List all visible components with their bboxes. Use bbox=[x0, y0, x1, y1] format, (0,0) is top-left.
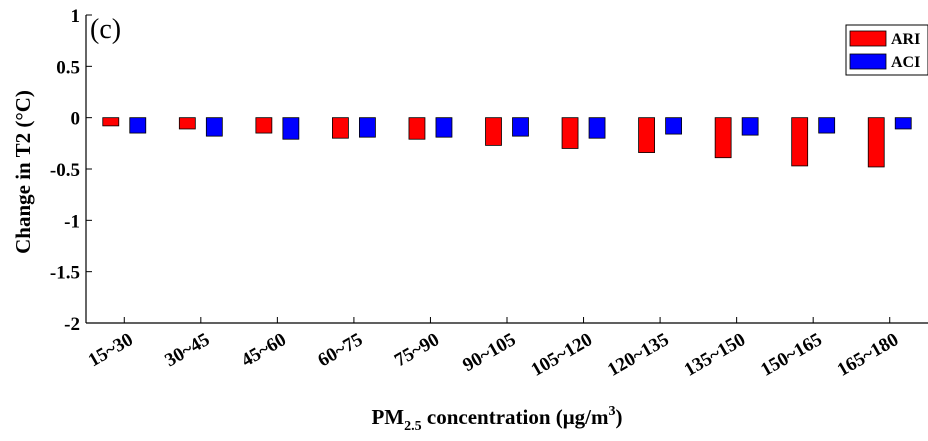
x-tick-label-7: 120~135 bbox=[604, 329, 672, 381]
y-tick-label-4: -1 bbox=[64, 211, 80, 232]
x-tick-label-0: 15~30 bbox=[85, 329, 137, 371]
ticks-group: 15~30 30~45 45~60 60~75 75~90 90~105 105~120 12… bbox=[50, 6, 902, 381]
x-tick-label-8: 135~150 bbox=[681, 329, 749, 381]
bar-aci-30~45 bbox=[205, 117, 223, 137]
x-tick-label-6: 105~120 bbox=[528, 329, 596, 381]
bar-aci-105~120 bbox=[588, 117, 606, 139]
bar-aci-75~90 bbox=[435, 117, 453, 138]
y-axis-title: Change in T2 (°C) bbox=[11, 90, 35, 254]
legend-label-ari: ARI bbox=[891, 31, 920, 48]
bar-aci-165~180 bbox=[894, 117, 912, 130]
bar-aci-90~105 bbox=[512, 117, 529, 137]
x-tick-label-3: 60~75 bbox=[314, 329, 366, 371]
bar-ari-135~150 bbox=[714, 117, 732, 159]
x-tick-label-2: 45~60 bbox=[238, 329, 290, 371]
y-tick-label-5: -1.5 bbox=[50, 263, 80, 284]
bar-ari-15~30 bbox=[102, 117, 120, 127]
bar-aci-120~135 bbox=[665, 117, 682, 135]
bar-ari-75~90 bbox=[408, 117, 426, 140]
bar-aci-150~165 bbox=[818, 117, 836, 134]
bar-ari-120~135 bbox=[638, 117, 655, 153]
bar-ari-60~75 bbox=[332, 117, 349, 139]
x-tick-label-1: 30~45 bbox=[161, 329, 213, 371]
y-tick-label-6: -2 bbox=[64, 314, 80, 335]
legend-label-aci: ACI bbox=[891, 54, 920, 71]
panel-label: (c) bbox=[90, 14, 121, 45]
y-tick-label-2: 0 bbox=[71, 109, 81, 130]
x-axis-title: PM2.5 concentration (μg/m3) bbox=[371, 404, 622, 434]
legend: ARI ACI bbox=[845, 24, 928, 76]
bar-ari-45~60 bbox=[255, 117, 273, 134]
y-tick-label-0: 1 bbox=[71, 6, 81, 27]
x-axis-title-superscript: 3 bbox=[609, 404, 616, 419]
legend-swatch-aci bbox=[849, 53, 887, 70]
x-axis-title-subscript: 2.5 bbox=[404, 419, 422, 434]
bar-ari-90~105 bbox=[485, 117, 502, 146]
y-tick-label-1: 0.5 bbox=[56, 57, 80, 78]
bar-aci-15~30 bbox=[129, 117, 147, 134]
y-tick-label-3: -0.5 bbox=[50, 160, 80, 181]
bars-group bbox=[102, 117, 912, 168]
bar-ari-105~120 bbox=[561, 117, 579, 149]
bar-aci-60~75 bbox=[359, 117, 376, 138]
bar-ari-165~180 bbox=[867, 117, 885, 168]
x-tick-label-10: 165~180 bbox=[834, 329, 902, 381]
legend-swatch-ari bbox=[849, 30, 887, 47]
x-tick-label-9: 150~165 bbox=[757, 329, 825, 381]
x-tick-label-5: 90~105 bbox=[459, 329, 519, 376]
x-axis-title-middle: concentration (μg/m bbox=[422, 405, 609, 429]
x-axis-title-prefix: PM bbox=[371, 405, 404, 429]
x-axis-title-suffix: ) bbox=[616, 405, 623, 429]
bar-ari-150~165 bbox=[791, 117, 809, 167]
axes-group bbox=[85, 15, 928, 324]
x-tick-label-4: 75~90 bbox=[391, 329, 443, 371]
bar-ari-30~45 bbox=[178, 117, 196, 130]
bar-aci-45~60 bbox=[282, 117, 300, 140]
bar-aci-135~150 bbox=[741, 117, 759, 136]
